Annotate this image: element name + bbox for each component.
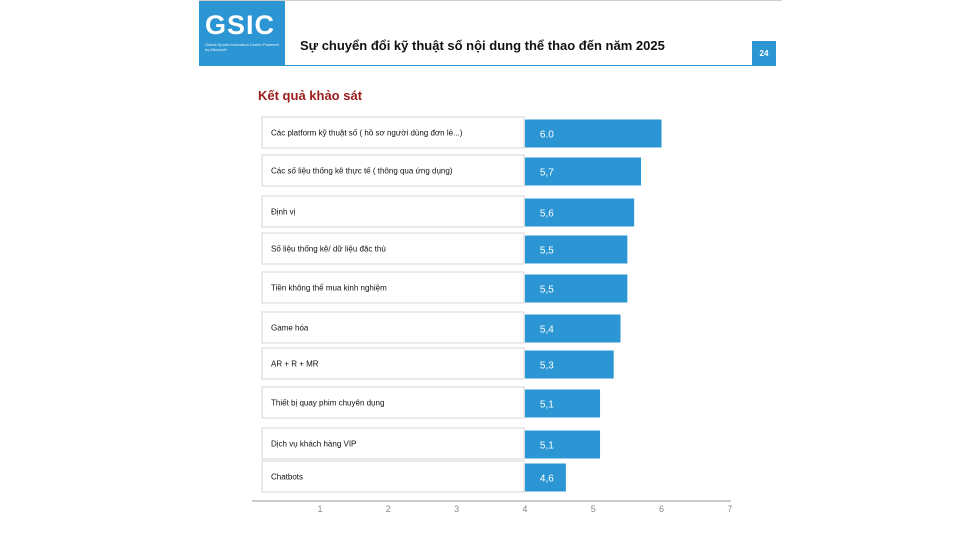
category-label: Dịch vụ khách hàng VIP <box>271 440 356 449</box>
x-tick-label: 7 <box>727 504 732 514</box>
x-tick-label: 3 <box>454 504 459 514</box>
category-label: AR + R + MR <box>271 360 319 369</box>
bar-value-label: 4,6 <box>540 474 554 485</box>
bar-value-label: 5,1 <box>540 400 554 411</box>
page-number-badge: 24 <box>752 41 776 66</box>
bar <box>524 274 628 303</box>
bar <box>524 119 662 148</box>
category-label-box <box>261 195 525 228</box>
category-label: Game hóa <box>271 324 309 333</box>
page-title: Sự chuyển đổi kỹ thuật số nội dung thể t… <box>300 38 665 53</box>
x-tick-label: 2 <box>386 504 391 514</box>
bar-value-label: 5,4 <box>540 325 554 336</box>
category-label-box <box>261 271 525 304</box>
category-label-box <box>261 232 525 265</box>
bar-value-label: 5,7 <box>540 168 554 179</box>
category-label-box <box>261 311 525 344</box>
section-title: Kết quả khảo sát <box>258 88 363 103</box>
category-label: Thiết bị quay phim chuyên dụng <box>271 399 384 408</box>
gsic-logo: GSIC Global Sports Innovation Center Pow… <box>199 1 285 66</box>
bar <box>524 314 621 343</box>
bar <box>524 430 601 459</box>
category-label-box <box>261 460 525 493</box>
category-label: Tiền không thể mua kinh nghiệm <box>271 284 387 293</box>
category-label-box <box>261 427 525 460</box>
category-label: Định vị <box>271 208 296 217</box>
category-label: Số liệu thống kê/ dữ liệu đặc thù <box>271 245 386 254</box>
x-tick-label: 1 <box>317 504 322 514</box>
category-label-box <box>261 347 525 380</box>
bar <box>524 389 601 418</box>
category-label: Các platform kỹ thuật số ( hồ sơ người d… <box>271 129 463 138</box>
bar <box>524 235 628 264</box>
category-label-box <box>261 116 525 149</box>
bar <box>524 198 635 227</box>
bar-value-label: 5,5 <box>540 285 554 296</box>
bar-value-label: 5,6 <box>540 209 554 220</box>
bar <box>524 463 566 492</box>
x-tick-label: 5 <box>591 504 596 514</box>
x-tick-label: 6 <box>659 504 664 514</box>
category-label: Chatbots <box>271 473 303 482</box>
bar-value-label: 5,1 <box>540 441 554 452</box>
bar-value-label: 6.0 <box>540 130 554 141</box>
bar <box>524 157 642 186</box>
x-tick-label: 4 <box>522 504 527 514</box>
category-label: Các số liệu thống kê thực tế ( thông qua… <box>271 167 453 176</box>
bar-value-label: 5,3 <box>540 361 554 372</box>
logo-subtext: Global Sports Innovation Center Powered … <box>205 42 279 52</box>
bar-value-label: 5,5 <box>540 246 554 257</box>
category-label-box <box>261 386 525 419</box>
bar <box>524 350 614 379</box>
top-divider <box>199 0 782 1</box>
header-divider <box>285 65 775 66</box>
logo-text: GSIC <box>205 10 276 40</box>
category-label-box <box>261 154 525 187</box>
